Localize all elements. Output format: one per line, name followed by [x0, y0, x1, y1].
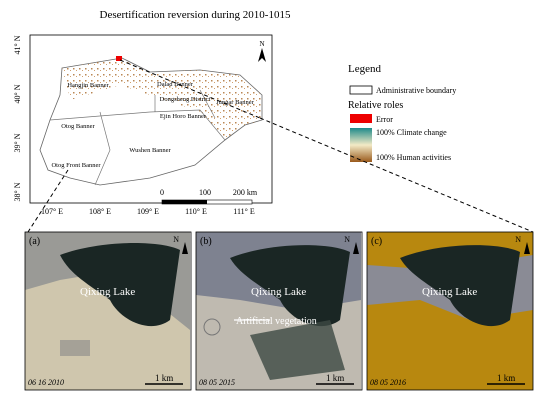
region-label: Dalad Banner [157, 81, 194, 88]
legend-title: Legend [348, 63, 381, 75]
lake-label: Qixing Lake [251, 286, 306, 298]
panel-label: (a) [29, 236, 40, 247]
scale-label: 1 km [326, 373, 344, 383]
legend-swatch [349, 85, 373, 95]
lat-label: 40° N [13, 84, 22, 103]
panel-a [25, 232, 190, 390]
region-label: Dongsheng District [160, 96, 211, 103]
annotation: Artificial vegetation [236, 316, 317, 327]
legend-subtitle: Relative roles [348, 100, 403, 111]
panel-frame [24, 231, 192, 391]
lat-label: 41° N [13, 35, 22, 54]
panel-c [367, 232, 533, 390]
legend-ramp [350, 128, 372, 162]
date-label: 08 05 2015 [199, 378, 235, 387]
scale-label: 200 km [233, 188, 258, 197]
region-label: Otog Banner [61, 123, 95, 130]
region-label: Wushen Banner [129, 147, 171, 154]
region-label: Jungar Banner [216, 99, 255, 106]
panel-frame [366, 231, 534, 391]
lon-label: 108° E [89, 207, 111, 216]
north-label: N [173, 235, 179, 244]
scale-label: 100 [199, 188, 211, 197]
lon-label: 107° E [41, 207, 63, 216]
scale-bar-fill [162, 200, 207, 204]
region-label: Ejin Horo Banner [160, 113, 207, 120]
legend-label: Administrative boundary [376, 86, 456, 95]
north-label: N [259, 40, 264, 48]
region-label: Otog Front Banner [51, 162, 101, 169]
legend-label: 100% Climate change [376, 128, 447, 137]
north-arrow [182, 242, 188, 254]
date-label: 08 05 2016 [370, 378, 406, 387]
north-arrow [524, 242, 530, 254]
lon-label: 111° E [233, 207, 255, 216]
zoom-line [27, 169, 69, 233]
north-label: N [344, 235, 350, 244]
scale-label: 1 km [155, 373, 173, 383]
north-label: N [515, 235, 521, 244]
region-label: Hangjin Banner [67, 82, 109, 89]
legend-label: Error [376, 115, 393, 124]
legend-label: 100% Human activities [376, 153, 451, 162]
lat-label: 39° N [13, 133, 22, 152]
title: Desertification reversion during 2010-10… [100, 9, 291, 21]
lake-label: Qixing Lake [80, 286, 135, 298]
lon-label: 110° E [185, 207, 207, 216]
human-pixels [62, 58, 262, 140]
scale-label: 0 [160, 188, 164, 197]
north-arrow [258, 48, 266, 62]
panel-b [196, 232, 361, 390]
date-label: 06 16 2010 [28, 378, 64, 387]
panel-frame [195, 231, 363, 391]
lon-label: 109° E [137, 207, 159, 216]
boundaries [49, 89, 226, 186]
zoom-line [119, 59, 261, 119]
panel-label: (b) [200, 236, 212, 247]
scale-label: 1 km [497, 373, 515, 383]
panel-label: (c) [371, 236, 382, 247]
legend-swatch [350, 114, 372, 123]
error-marker [116, 56, 122, 61]
north-arrow [353, 242, 359, 254]
zoom-line [259, 117, 534, 233]
lat-label: 38° N [13, 182, 22, 201]
lake-label: Qixing Lake [422, 286, 477, 298]
